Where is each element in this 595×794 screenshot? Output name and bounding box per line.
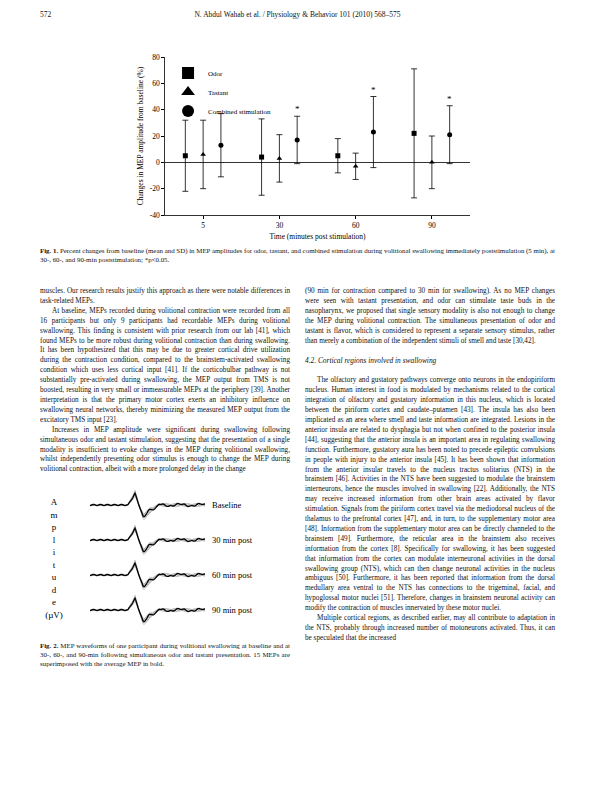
svg-text:30: 30 (276, 221, 284, 230)
html-text:N. Abdul Wahab et al. / Physio: N. Abdul Wahab et al. / Physiology & Beh… (194, 10, 401, 19)
svg-text:60: 60 (152, 79, 160, 88)
html-text:4.2. Cortical regions involved: 4.2. Cortical regions involved in swallo… (305, 356, 437, 366)
html-text:(90 min for contraction compar: (90 min for contraction compared to 30 m… (305, 287, 555, 345)
svg-text:(µV): (µV) (45, 610, 63, 620)
html-text:muscles. Our research results: muscles. Our research results justify th… (40, 287, 290, 305)
svg-text:d: d (52, 585, 57, 595)
svg-text:l: l (53, 535, 56, 545)
html-text:The olfactory and gustatory pa: The olfactory and gustatory pathways con… (305, 376, 555, 613)
svg-text:30 min post: 30 min post (212, 535, 253, 545)
svg-text:p: p (52, 522, 57, 532)
svg-text:A: A (51, 497, 58, 507)
svg-text:e: e (52, 597, 56, 607)
html-text:Fig. 2. MEP waveforms of one p: Fig. 2. MEP waveforms of one participant… (40, 642, 290, 668)
svg-text:0: 0 (156, 158, 160, 167)
svg-text:40: 40 (152, 105, 160, 114)
svg-text:m: m (50, 510, 57, 520)
svg-text:Time (minutes post stimulation: Time (minutes post stimulation) (269, 232, 366, 241)
html-text:Increases in MEP amplitude wer: Increases in MEP amplitude were signific… (40, 425, 290, 474)
svg-text:90: 90 (428, 221, 436, 230)
svg-text:-20: -20 (150, 184, 160, 193)
svg-text:i: i (53, 547, 56, 557)
svg-text:Odor: Odor (208, 70, 223, 78)
svg-text:u: u (52, 572, 57, 582)
svg-text:*: * (295, 104, 300, 114)
svg-text:Tastant: Tastant (208, 89, 228, 97)
svg-text:60 min post: 60 min post (212, 570, 253, 580)
svg-text:Changes in MEP amplitude from: Changes in MEP amplitude from baseline (… (136, 66, 145, 205)
svg-text:60: 60 (352, 221, 360, 230)
svg-text:t: t (53, 560, 56, 570)
svg-text:5: 5 (201, 221, 205, 230)
svg-text:Combined stimulation: Combined stimulation (208, 108, 271, 116)
svg-text:80: 80 (152, 53, 160, 62)
html-text:At baseline, MEPs recorded dur: At baseline, MEPs recorded during voliti… (40, 306, 290, 424)
svg-text:*: * (371, 85, 376, 95)
html-text:572: 572 (40, 10, 52, 19)
svg-text:90 min post: 90 min post (212, 605, 253, 615)
svg-text:*: * (447, 94, 452, 104)
html-text:Fig. 1. Percent changes from b: Fig. 1. Percent changes from baseline (m… (40, 247, 555, 263)
svg-text:20: 20 (152, 132, 160, 141)
svg-text:Baseline: Baseline (212, 500, 241, 510)
svg-text:-40: -40 (150, 211, 160, 220)
html-text:Multiple cortical regions, as: Multiple cortical regions, as described … (305, 614, 555, 642)
